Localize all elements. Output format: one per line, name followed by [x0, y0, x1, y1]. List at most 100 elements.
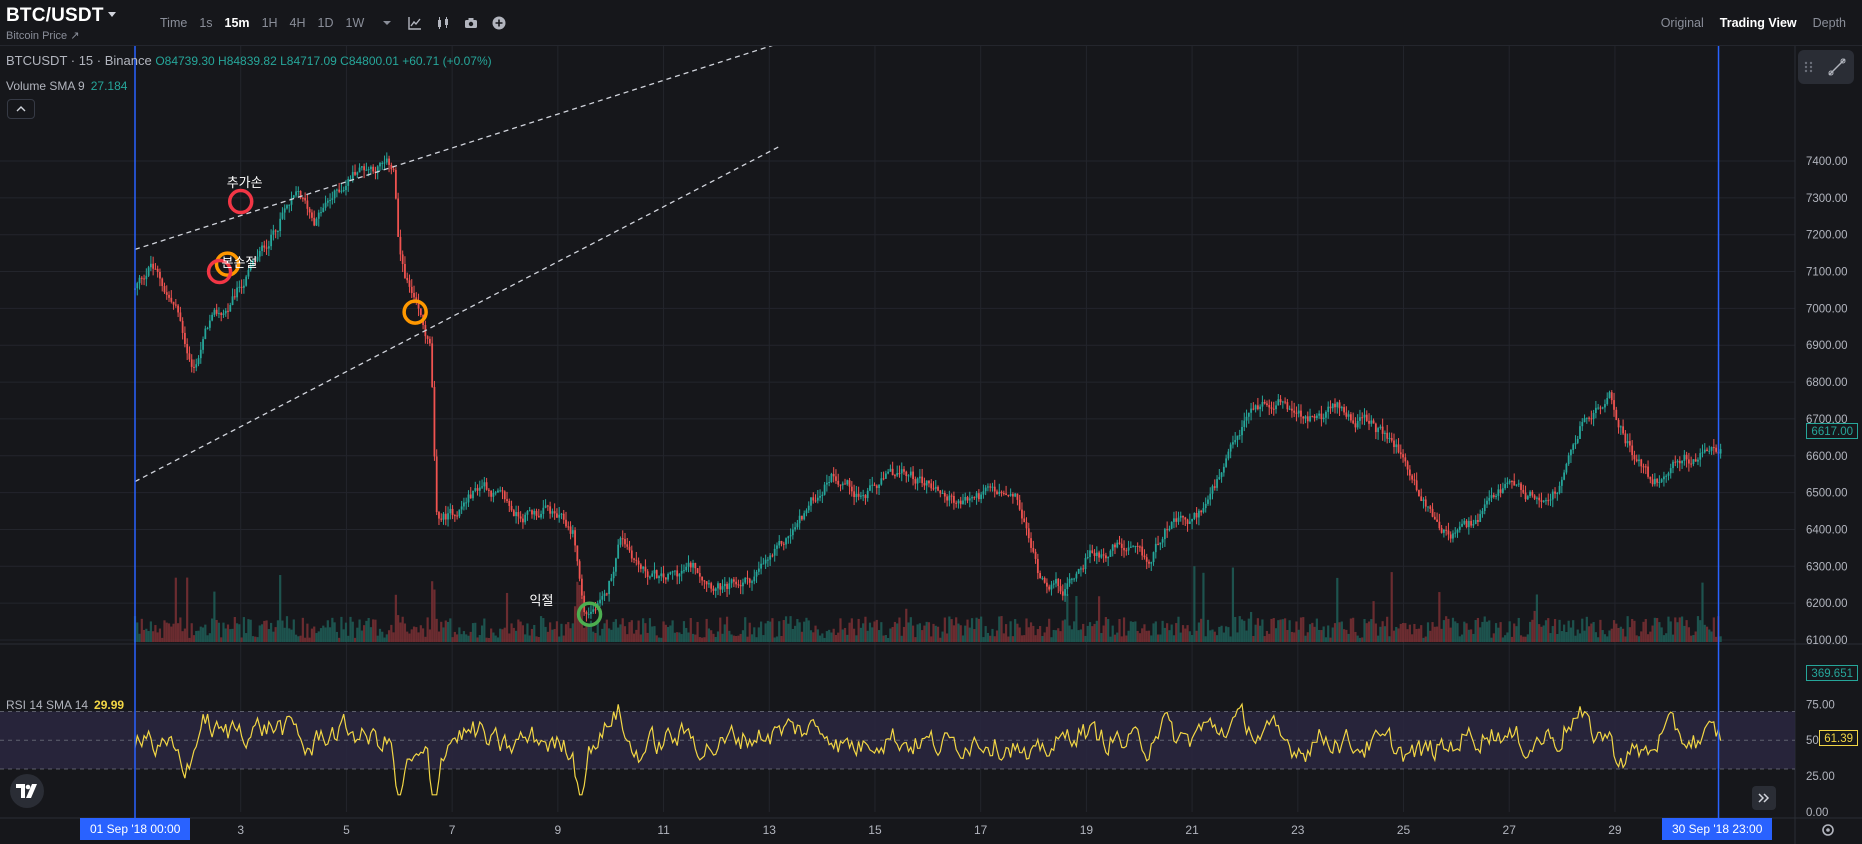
volume-bar [782, 620, 785, 642]
volume-bar [229, 629, 232, 642]
volume-bar [521, 625, 525, 642]
volume-bar [195, 630, 198, 642]
trendline-tool-icon[interactable] [1826, 56, 1848, 78]
price-tick-label: 7000.00 [1806, 303, 1848, 315]
candle-body [1520, 483, 1522, 490]
symbol-subtitle-link[interactable]: Bitcoin Price ↗ [6, 30, 80, 42]
candle-body [281, 212, 284, 219]
candle-body [376, 166, 379, 173]
candle-body [1232, 442, 1234, 445]
volume-bar [927, 622, 931, 642]
volume-bar [1533, 610, 1536, 642]
candle-body [1179, 515, 1182, 518]
volume-bar [887, 637, 890, 642]
add-icon[interactable] [488, 12, 510, 34]
chart-settings-button[interactable] [1818, 820, 1838, 840]
candle-body [433, 386, 436, 457]
candle-body [1687, 459, 1690, 464]
candle-body [703, 580, 706, 582]
candle-body [449, 508, 452, 514]
interval-15m[interactable]: 15m [224, 16, 250, 30]
volume-bar [358, 619, 361, 642]
scroll-to-realtime-button[interactable] [1752, 786, 1776, 810]
volume-bar [1701, 582, 1704, 642]
candle-body [1529, 491, 1531, 497]
annotation-marker [214, 251, 241, 277]
volume-bar [918, 623, 921, 642]
volume-bar [483, 618, 486, 642]
candle-body [1461, 523, 1463, 527]
volume-bar [190, 623, 193, 642]
candle-body [1118, 542, 1121, 544]
volume-bar [1497, 627, 1500, 642]
drawing-toolbar[interactable] [1798, 50, 1854, 84]
candle-type-icon[interactable] [432, 12, 454, 34]
indicators-icon[interactable] [404, 12, 426, 34]
interval-1w[interactable]: 1W [345, 16, 365, 30]
volume-bar [780, 635, 783, 642]
interval-time[interactable]: Time [160, 16, 188, 30]
interval-1h[interactable]: 1H [261, 16, 278, 30]
volume-bar [909, 617, 912, 642]
candle-body [483, 482, 486, 487]
volume-bar [1433, 626, 1436, 642]
volume-bar [739, 633, 742, 642]
more-intervals-chevron-icon[interactable] [376, 12, 398, 34]
candle-body [708, 583, 710, 585]
view-trading-view[interactable]: Trading View [1719, 16, 1797, 30]
volume-bar [848, 622, 851, 642]
volume-bar [592, 631, 595, 642]
volume-bar [859, 627, 863, 642]
volume-bar [201, 627, 205, 642]
candle-body [973, 497, 976, 499]
candle-body [1701, 452, 1704, 454]
candle-body [807, 505, 810, 511]
view-original[interactable]: Original [1660, 16, 1704, 30]
volume-bar [989, 635, 992, 642]
candle-body [1129, 546, 1132, 548]
volume-bar [1383, 626, 1387, 642]
symbol-title[interactable]: BTC/USDT [6, 5, 104, 26]
candle-body [753, 576, 756, 582]
interval-4h[interactable]: 4H [289, 16, 306, 30]
chevron-down-icon[interactable] [108, 12, 116, 17]
interval-1d[interactable]: 1D [317, 16, 334, 30]
volume-bar [1696, 616, 1700, 642]
volume-bar [1563, 624, 1566, 642]
candle-body [692, 563, 694, 568]
candle-body [1275, 405, 1277, 410]
tradingview-logo[interactable] [10, 774, 44, 808]
candle-body [762, 563, 765, 565]
candle-body [1452, 533, 1454, 539]
volume-bar [499, 628, 502, 642]
candle-body [444, 513, 447, 520]
view-depth[interactable]: Depth [1812, 16, 1846, 30]
candle-body [227, 310, 229, 312]
volume-bar [1662, 635, 1666, 642]
volume-bar [1259, 625, 1262, 642]
volume-bar [283, 627, 286, 642]
volume-bar [360, 630, 363, 642]
drag-handle-icon[interactable] [1804, 60, 1814, 74]
price-chart[interactable]: 7400.00 7300.00 7200.00 7100.00 7000.00 6900.… [0, 46, 1862, 844]
volume-bar [1016, 623, 1019, 642]
candle-body [837, 480, 840, 485]
volume-bar [1023, 635, 1026, 642]
volume-bar [1674, 617, 1677, 642]
volume-bar [172, 623, 175, 642]
volume-bar [512, 627, 515, 642]
volume-bar [1188, 631, 1191, 642]
candle-body [580, 578, 583, 596]
rsi-value: 29.99 [94, 698, 125, 712]
interval-1s[interactable]: 1s [199, 16, 213, 30]
candle-body [646, 571, 649, 578]
collapse-legend-button[interactable] [7, 99, 35, 119]
candle-body [453, 515, 456, 517]
candle-body [1585, 417, 1588, 419]
candle-body [324, 202, 327, 208]
candle-body [1202, 508, 1205, 513]
volume-bar [281, 620, 284, 642]
camera-icon[interactable] [460, 12, 482, 34]
price-tick-label: 6400.00 [1806, 524, 1848, 536]
candle-body [751, 581, 753, 583]
